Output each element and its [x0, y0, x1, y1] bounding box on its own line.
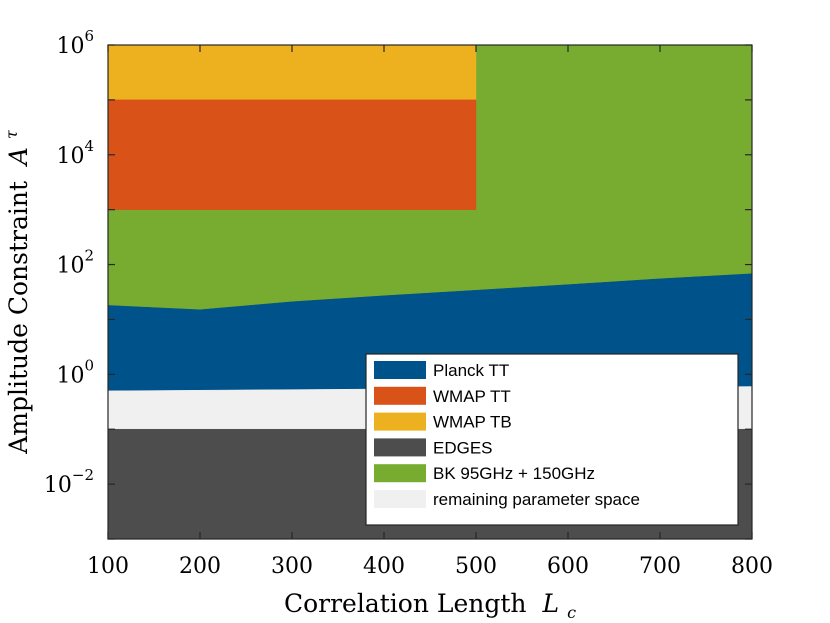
- x-tick-label: 100: [87, 554, 129, 579]
- x-tick-label: 700: [639, 554, 681, 579]
- y-axis-title-var: A: [4, 147, 33, 167]
- legend-swatch-bk-95ghz-150ghz: [374, 464, 426, 483]
- legend-box: [365, 353, 739, 526]
- y-tick-label: 104: [56, 137, 94, 169]
- x-axis-title-text: Correlation Length: [284, 589, 527, 618]
- x-axis-title: Correlation Length L c: [284, 589, 576, 622]
- y-tick-base: 10: [56, 363, 84, 388]
- y-axis-title-text: Amplitude Constraint: [4, 181, 33, 455]
- x-axis-title-var: L: [542, 589, 560, 618]
- x-tick-label: 800: [731, 554, 773, 579]
- legend-swatch-edges: [374, 438, 426, 457]
- legend-label-wmap-tb: WMAP TB: [433, 413, 512, 432]
- y-tick-exponent: −2: [72, 466, 94, 484]
- y-tick-base: 10: [44, 473, 72, 498]
- y-tick-exponent: 0: [84, 356, 94, 374]
- x-tick-label: 400: [363, 554, 405, 579]
- axis-ticks: [107, 44, 753, 540]
- y-tick-exponent: 4: [84, 137, 94, 155]
- x-tick-label: 200: [179, 554, 221, 579]
- y-tick-label: 106: [56, 27, 94, 59]
- y-tick-exponent: 6: [84, 27, 94, 45]
- legend: Planck TT WMAP TT WMAP TB EDGES BK 95GHz + 1…: [365, 353, 739, 526]
- x-axis-title-sub: c: [567, 603, 576, 622]
- y-tick-label: 10−2: [44, 466, 94, 498]
- region-wmap-tt: [107, 99, 477, 210]
- legend-swatch-wmap-tt: [374, 386, 426, 405]
- x-tick-labels: 100 200 300 400 500 600 700 800: [87, 554, 773, 579]
- legend-label-bk-95ghz-150ghz: BK 95GHz + 150GHz: [433, 464, 595, 483]
- legend-swatch-wmap-tb: [374, 412, 426, 431]
- y-tick-label: 100: [56, 356, 94, 388]
- legend-swatch-planck-tt: [374, 361, 426, 379]
- legend-label-edges: EDGES: [433, 438, 493, 457]
- x-tick-label: 500: [455, 554, 497, 579]
- legend-label-remaining-parameter-space: remaining parameter space: [433, 490, 640, 509]
- x-tick-label: 600: [547, 554, 589, 579]
- legend-swatch-remaining-parameter-space: [374, 490, 426, 508]
- legend-label-planck-tt: Planck TT: [433, 361, 509, 380]
- y-axis-title: Amplitude Constraint A τ: [2, 129, 33, 455]
- y-tick-label: 102: [56, 247, 94, 279]
- legend-label-wmap-tt: WMAP TT: [433, 387, 511, 406]
- y-tick-base: 10: [56, 34, 84, 59]
- y-tick-exponent: 2: [84, 247, 94, 265]
- y-axis-title-sup: τ: [2, 129, 21, 139]
- y-tick-base: 10: [56, 144, 84, 169]
- y-tick-base: 10: [56, 254, 84, 279]
- plot-frame: [107, 44, 753, 540]
- region-wmap-tb: [107, 44, 477, 101]
- x-tick-label: 300: [271, 554, 313, 579]
